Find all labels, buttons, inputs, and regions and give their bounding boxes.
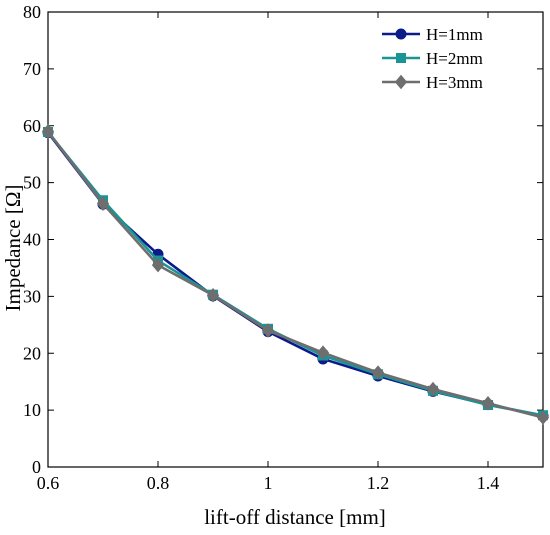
data-point <box>426 381 440 397</box>
x-axis-label: lift-off distance [mm] <box>204 505 386 529</box>
y-tick-label: 80 <box>23 2 41 22</box>
legend-item: H=3mm <box>382 73 483 92</box>
legend-marker <box>396 53 406 63</box>
legend: H=1mm H=2mm H=3mm <box>382 25 483 92</box>
data-point <box>151 257 165 273</box>
legend-label: H=1mm <box>426 25 483 44</box>
y-tick-label: 20 <box>23 343 41 363</box>
y-tick-label: 30 <box>23 286 41 306</box>
data-point <box>371 365 385 380</box>
y-tick-label: 60 <box>23 116 41 136</box>
series-line <box>46 130 544 419</box>
x-tick-label: 1.4 <box>477 473 500 493</box>
series-H=3mm <box>41 124 550 425</box>
x-tick-label: 1.2 <box>367 473 390 493</box>
legend-item: H=2mm <box>382 49 483 68</box>
data-point <box>206 287 220 303</box>
legend-label: H=2mm <box>426 49 483 68</box>
x-tick-label: 1 <box>264 473 273 493</box>
y-tick-label: 40 <box>23 230 41 250</box>
legend-item: H=1mm <box>382 25 483 44</box>
plot-area <box>47 11 544 468</box>
legend-marker <box>394 74 408 90</box>
data-point <box>481 396 495 411</box>
y-tick-label: 0 <box>32 457 41 477</box>
x-axis-ticks: 0.6 0.8 1 1.2 1.4 <box>37 12 500 493</box>
legend-marker <box>395 28 407 40</box>
y-axis-ticks: 0 10 20 30 40 50 60 70 80 <box>23 2 543 477</box>
data-point <box>261 323 275 338</box>
y-axis-label: Impedance [Ω] <box>1 185 25 312</box>
series-layer <box>41 124 550 425</box>
data-point <box>536 410 550 425</box>
y-tick-label: 70 <box>23 59 41 79</box>
y-tick-label: 50 <box>23 173 41 193</box>
data-point <box>41 124 55 139</box>
legend-label: H=3mm <box>426 73 483 92</box>
data-point <box>96 196 110 211</box>
plot-frame <box>47 11 544 468</box>
data-point <box>316 345 330 360</box>
y-tick-label: 10 <box>23 400 41 420</box>
x-tick-label: 0.6 <box>37 473 60 493</box>
x-tick-label: 0.8 <box>147 473 170 493</box>
